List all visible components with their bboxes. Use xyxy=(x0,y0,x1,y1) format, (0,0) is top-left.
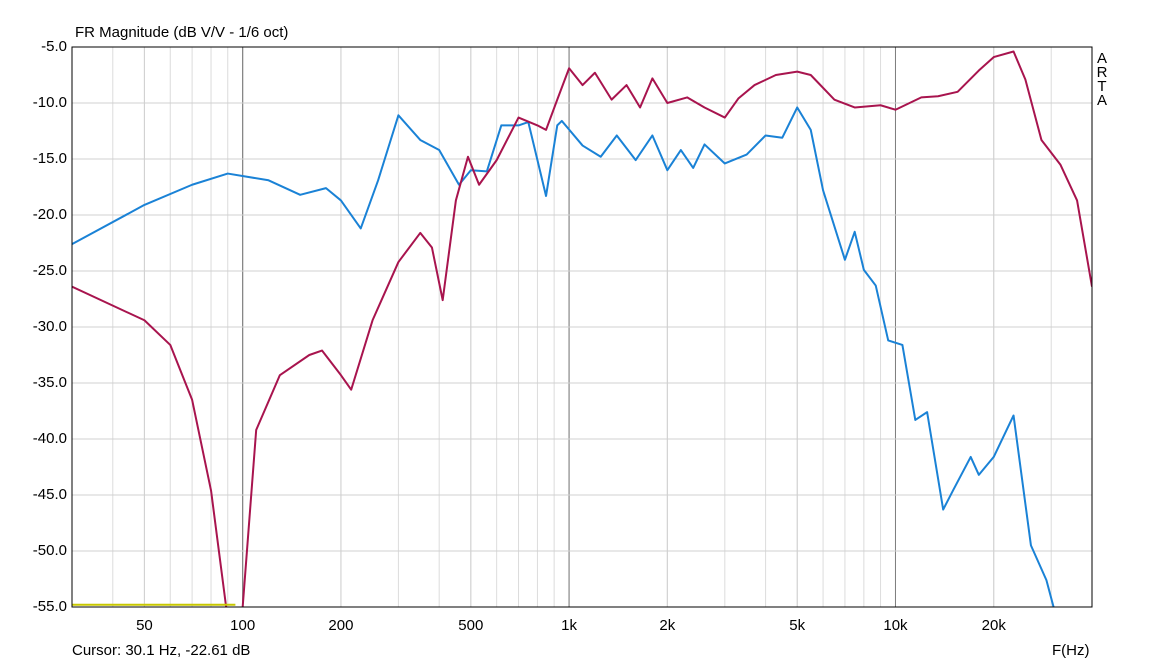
x-tick-label: 2k xyxy=(659,617,675,634)
x-tick-label: 100 xyxy=(230,617,255,634)
y-tick-label: -55.0 xyxy=(33,598,67,615)
y-tick-label: -25.0 xyxy=(33,262,67,279)
grid xyxy=(72,46,1092,608)
x-tick-label: 50 xyxy=(136,617,153,634)
x-tick-label: 200 xyxy=(328,617,353,634)
y-tick-label: -5.0 xyxy=(41,38,67,55)
plot-lines xyxy=(72,50,1092,607)
x-tick-label: 500 xyxy=(458,617,483,634)
x-axis-label: F(Hz) xyxy=(1052,642,1090,659)
y-tick-label: -50.0 xyxy=(33,542,67,559)
y-tick-label: -45.0 xyxy=(33,486,67,503)
x-tick-label: 20k xyxy=(982,617,1007,634)
x-tick-label: 1k xyxy=(561,617,577,634)
y-tick-label: -40.0 xyxy=(33,430,67,447)
series-line xyxy=(72,106,1055,607)
y-tick-label: -30.0 xyxy=(33,318,67,335)
y-tick-label: -10.0 xyxy=(33,94,67,111)
plot-frame xyxy=(71,46,1093,608)
x-tick-label: 5k xyxy=(789,617,805,634)
watermark: ARTA xyxy=(1094,50,1111,106)
y-tick-label: -15.0 xyxy=(33,150,67,167)
y-tick-label: -35.0 xyxy=(33,374,67,391)
series-line xyxy=(72,50,1092,607)
x-tick-label: 10k xyxy=(883,617,908,634)
y-tick-label: -20.0 xyxy=(33,206,67,223)
chart-title: FR Magnitude (dB V/V - 1/6 oct) xyxy=(75,24,288,41)
cursor-readout: Cursor: 30.1 Hz, -22.61 dB xyxy=(72,642,250,659)
